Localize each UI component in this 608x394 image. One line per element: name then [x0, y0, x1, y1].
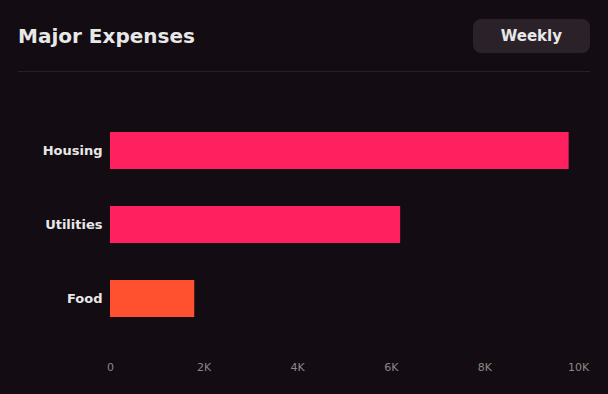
- svg-text:10K: 10K: [568, 361, 590, 374]
- svg-text:Housing: Housing: [43, 143, 103, 158]
- svg-text:Food: Food: [67, 291, 103, 306]
- svg-text:2K: 2K: [197, 361, 212, 374]
- svg-text:8K: 8K: [478, 361, 493, 374]
- svg-text:Utilities: Utilities: [45, 217, 103, 232]
- svg-text:6K: 6K: [384, 361, 399, 374]
- svg-text:0: 0: [107, 361, 114, 374]
- html-text:Major Expenses: Major Expenses: [18, 23, 195, 48]
- svg-text:4K: 4K: [291, 361, 306, 374]
- html-text:Weekly: Weekly: [500, 26, 562, 45]
